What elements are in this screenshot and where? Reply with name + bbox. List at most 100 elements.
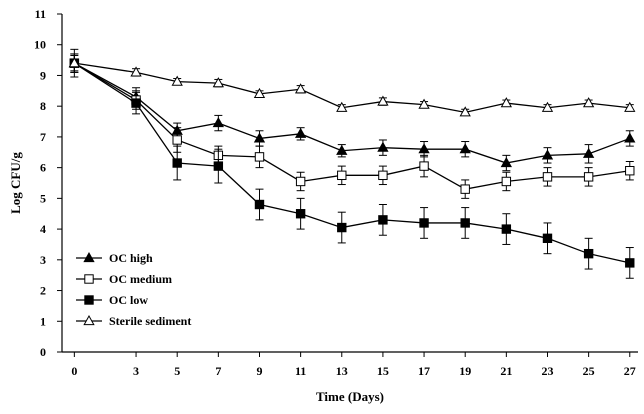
legend-marker [84,295,94,305]
y-tick-label: 10 [34,38,46,52]
x-tick-label: 13 [336,364,348,378]
x-tick-label: 9 [256,364,262,378]
data-point [295,209,306,219]
data-point [541,101,554,112]
x-tick-label: 21 [500,364,512,378]
data-point [336,101,348,112]
data-point [172,135,182,145]
x-tick-label: 25 [583,364,595,378]
data-point [378,170,388,181]
legend-item: OC medium [76,272,172,286]
y-tick-label: 7 [40,130,46,144]
legend-item: OC low [76,293,148,307]
data-point [542,172,553,182]
legend-label: Sterile sediment [109,314,191,328]
series-oc-low [69,53,635,279]
data-point [171,75,183,86]
data-point [294,127,307,138]
series-oc-high [68,54,636,172]
y-tick-label: 11 [35,7,46,21]
x-tick-label: 15 [377,364,389,378]
legend-label: OC low [109,293,148,307]
data-point [68,57,80,68]
data-point [419,161,429,171]
data-point [418,143,430,154]
series-line [74,62,630,164]
data-point [459,106,471,117]
data-point [212,117,224,128]
y-ticks: 0 1 2 3 4 5 6 7 8 9 10 11 [34,7,62,359]
series-line [73,62,630,264]
data-point [460,184,470,194]
plot-area [68,48,636,279]
data-point [294,83,307,94]
y-tick-label: 6 [40,161,46,175]
data-point [213,161,224,171]
legend-item: Sterile sediment [76,314,191,328]
data-point [583,172,594,182]
y-axis-title: Log CFU/g [8,152,23,214]
legend-label: OC medium [109,272,172,286]
y-tick-label: 3 [40,253,46,267]
y-tick-label: 9 [40,68,46,82]
data-point [254,199,265,210]
data-point [500,97,512,108]
data-point [582,97,595,108]
data-point [418,98,430,109]
data-point [625,258,635,268]
data-point [625,166,635,176]
x-tick-label: 19 [459,364,471,378]
y-tick-label: 5 [40,191,46,205]
x-ticks: 0 3 5 7 9 11 13 15 17 19 21 23 25 27 [71,352,636,378]
data-point [501,176,512,187]
data-point [378,215,388,225]
data-point [377,95,389,106]
series-sterile-sediment [68,48,636,117]
x-tick-label: 5 [174,364,180,378]
data-point [541,149,554,160]
data-point [336,144,348,155]
data-point [337,222,347,233]
legend: OC high OC medium OC low Sterile sediment [76,251,191,328]
legend-marker [83,251,95,263]
data-point [583,248,594,259]
y-tick-label: 2 [40,284,46,298]
legend-marker [84,274,94,284]
y-tick-label: 4 [40,222,46,236]
legend-marker [83,314,95,326]
series-oc-medium [69,53,635,199]
data-point [253,132,266,143]
data-point [253,87,266,98]
x-tick-label: 0 [71,364,77,378]
data-point [501,224,512,234]
data-point [624,101,636,112]
data-point [542,233,553,244]
series-line [74,62,630,190]
data-point [254,152,265,162]
data-point [419,218,429,228]
y-tick-label: 1 [40,314,46,328]
data-point [624,132,636,143]
series-line [74,62,630,113]
data-point [337,170,347,181]
x-tick-label: 23 [541,364,553,378]
data-point [131,98,141,108]
data-point [172,158,182,168]
legend-item: OC high [76,251,153,265]
y-tick-label: 0 [40,345,46,359]
x-axis-title: Time (Days) [316,389,384,404]
y-tick-label: 8 [40,99,46,113]
x-tick-label: 7 [215,364,221,378]
x-tick-label: 3 [133,364,139,378]
data-point [459,143,471,154]
data-point [582,147,595,158]
legend-label: OC high [109,251,153,265]
data-point [212,77,224,88]
data-point [295,176,306,187]
x-tick-label: 17 [418,364,430,378]
x-tick-label: 11 [295,364,306,378]
data-point [377,141,389,152]
x-tick-label: 27 [624,364,636,378]
